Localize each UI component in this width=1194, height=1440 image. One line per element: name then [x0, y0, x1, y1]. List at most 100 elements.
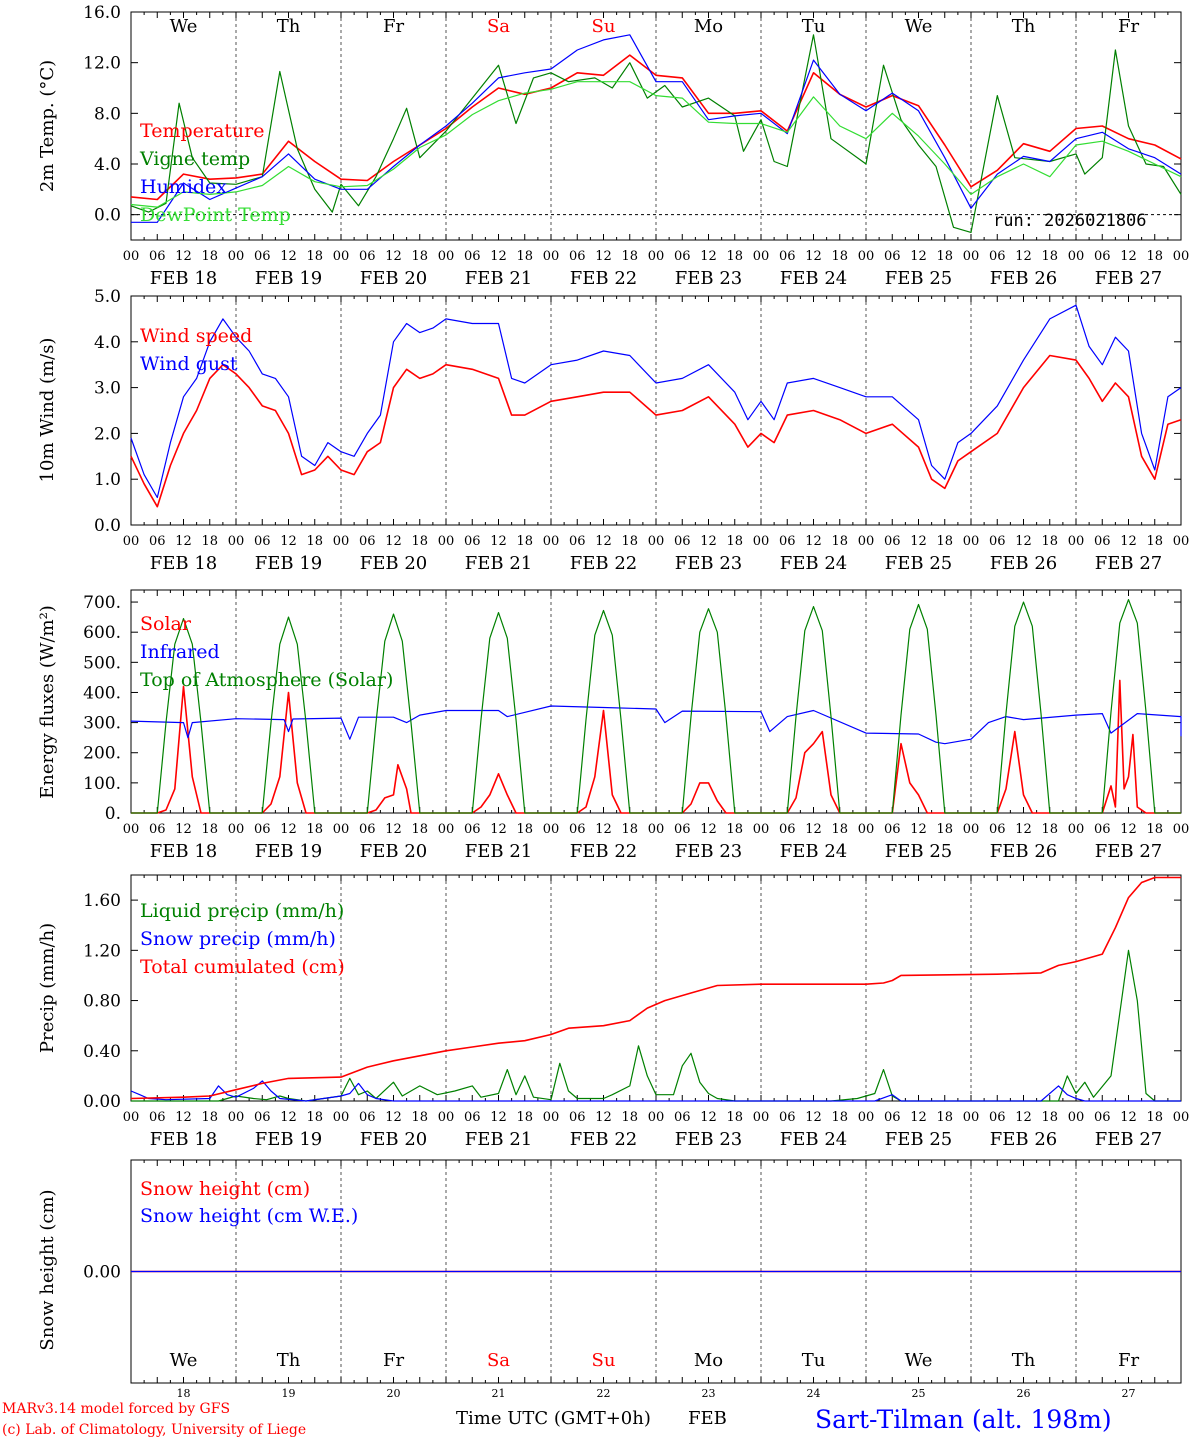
date-label: FEB 27 [1095, 268, 1162, 289]
date-label: FEB 18 [150, 841, 217, 862]
series-line-vigne-temp [130, 34, 1182, 233]
hour-label: 06 [884, 249, 901, 264]
date-label: FEB 18 [150, 553, 217, 574]
hour-label: 06 [569, 249, 586, 264]
hour-label: 12 [490, 249, 507, 264]
hour-label: 12 [700, 822, 717, 837]
panel-energy: 0. 100. 200. 300. 400. 500. 600. 700. Energy flu… [37, 589, 1189, 862]
y-tick-label: 0.0 [94, 516, 121, 536]
hour-label: 18 [306, 822, 323, 837]
day-label: Th [277, 16, 301, 37]
y-tick-label: 0.80 [83, 992, 121, 1012]
date-label: FEB 21 [465, 1129, 532, 1150]
hour-label: 18 [516, 822, 533, 837]
hour-label: 18 [831, 822, 848, 837]
day-number: 27 [1122, 1387, 1136, 1400]
series-line-liquid-precip-mm-h- [131, 949, 1181, 1102]
hour-label: 00 [1068, 1110, 1085, 1125]
panel-snow: 0.00 Snow height (cm) Snow height (cm) Snow… [37, 1159, 1182, 1400]
y-tick-label: 4.0 [94, 333, 121, 353]
hour-label: 18 [516, 249, 533, 264]
hour-label: 06 [359, 1110, 376, 1125]
hour-label: 00 [333, 822, 350, 837]
date-label: FEB 23 [675, 841, 742, 862]
hour-label: 00 [543, 249, 560, 264]
hour-label: 00 [543, 534, 560, 549]
day-number: 20 [387, 1387, 401, 1400]
hour-label: 06 [884, 822, 901, 837]
hour-label: 06 [149, 1110, 166, 1125]
hour-label: 06 [464, 534, 481, 549]
hour-label: 00 [543, 822, 560, 837]
y-tick-label: 0.0 [94, 206, 121, 226]
hour-label: 12 [700, 1110, 717, 1125]
y-tick-label: 0.00 [83, 1263, 121, 1283]
day-label: Tu [802, 16, 826, 37]
day-number: 26 [1017, 1387, 1031, 1400]
day-label: We [905, 16, 933, 37]
day-label: We [170, 1350, 198, 1371]
day-label: Fr [383, 1350, 404, 1371]
hour-label: 06 [989, 822, 1006, 837]
hour-label: 00 [333, 249, 350, 264]
hour-label: 06 [779, 249, 796, 264]
date-label: FEB 24 [780, 841, 847, 862]
day-label: Fr [1118, 16, 1139, 37]
hour-label: 18 [726, 1110, 743, 1125]
legend-entry: Temperature [140, 120, 264, 142]
day-number: 21 [492, 1387, 506, 1400]
hour-label: 12 [910, 822, 927, 837]
hour-label: 06 [989, 534, 1006, 549]
hour-label: 12 [1015, 249, 1032, 264]
hour-label: 18 [831, 249, 848, 264]
hour-label: 12 [595, 822, 612, 837]
hour-label: 00 [1173, 534, 1190, 549]
series-line-top-of-atmosphere-solar- [131, 598, 1181, 814]
legend-entry: Infrared [140, 641, 220, 663]
hour-label: 18 [831, 534, 848, 549]
panel-wind: 0.0 1.0 2.0 3.0 4.0 5.0 10m Wind (m/s) Wind spe… [37, 287, 1189, 574]
hour-label: 12 [1120, 822, 1137, 837]
hour-label: 12 [175, 822, 192, 837]
day-label: Th [277, 1350, 301, 1371]
date-label: FEB 25 [885, 1129, 952, 1150]
date-label: FEB 27 [1095, 553, 1162, 574]
day-number: 18 [177, 1387, 191, 1400]
date-label: FEB 18 [150, 1129, 217, 1150]
hour-label: 06 [149, 249, 166, 264]
y-tick-label: 1.60 [83, 891, 121, 911]
run-label: run: 2026021806 [993, 211, 1147, 231]
hour-label: 00 [438, 1110, 455, 1125]
hour-label: 00 [858, 1110, 875, 1125]
hour-label: 00 [963, 534, 980, 549]
day-label: Fr [383, 16, 404, 37]
hour-label: 12 [595, 1110, 612, 1125]
hour-label: 06 [254, 822, 271, 837]
hour-label: 06 [779, 822, 796, 837]
hour-label: 18 [411, 534, 428, 549]
series-line-temperature [130, 54, 1182, 201]
hour-label: 00 [1173, 249, 1190, 264]
legend-entry: Liquid precip (mm/h) [140, 900, 344, 922]
hour-label: 18 [831, 1110, 848, 1125]
day-number: 19 [282, 1387, 296, 1400]
hour-label: 18 [1146, 249, 1163, 264]
legend-entry: Top of Atmosphere (Solar) [140, 669, 393, 691]
legend-entry: Snow height (cm) [140, 1178, 310, 1200]
hour-label: 06 [149, 822, 166, 837]
date-label: FEB 20 [360, 1129, 427, 1150]
date-label: FEB 19 [255, 553, 322, 574]
hour-label: 12 [1015, 534, 1032, 549]
hour-label: 06 [674, 534, 691, 549]
hour-label: 00 [963, 822, 980, 837]
hour-label: 00 [438, 249, 455, 264]
hour-label: 18 [516, 534, 533, 549]
hour-label: 12 [490, 534, 507, 549]
series-line-wind-speed [130, 354, 1182, 508]
hour-label: 12 [910, 249, 927, 264]
hour-label: 00 [123, 249, 140, 264]
y-tick-label: 3.0 [94, 379, 121, 399]
hour-label: 12 [175, 534, 192, 549]
model-credit: MARv3.14 model forced by GFS [2, 1401, 230, 1417]
date-label: FEB 19 [255, 1129, 322, 1150]
